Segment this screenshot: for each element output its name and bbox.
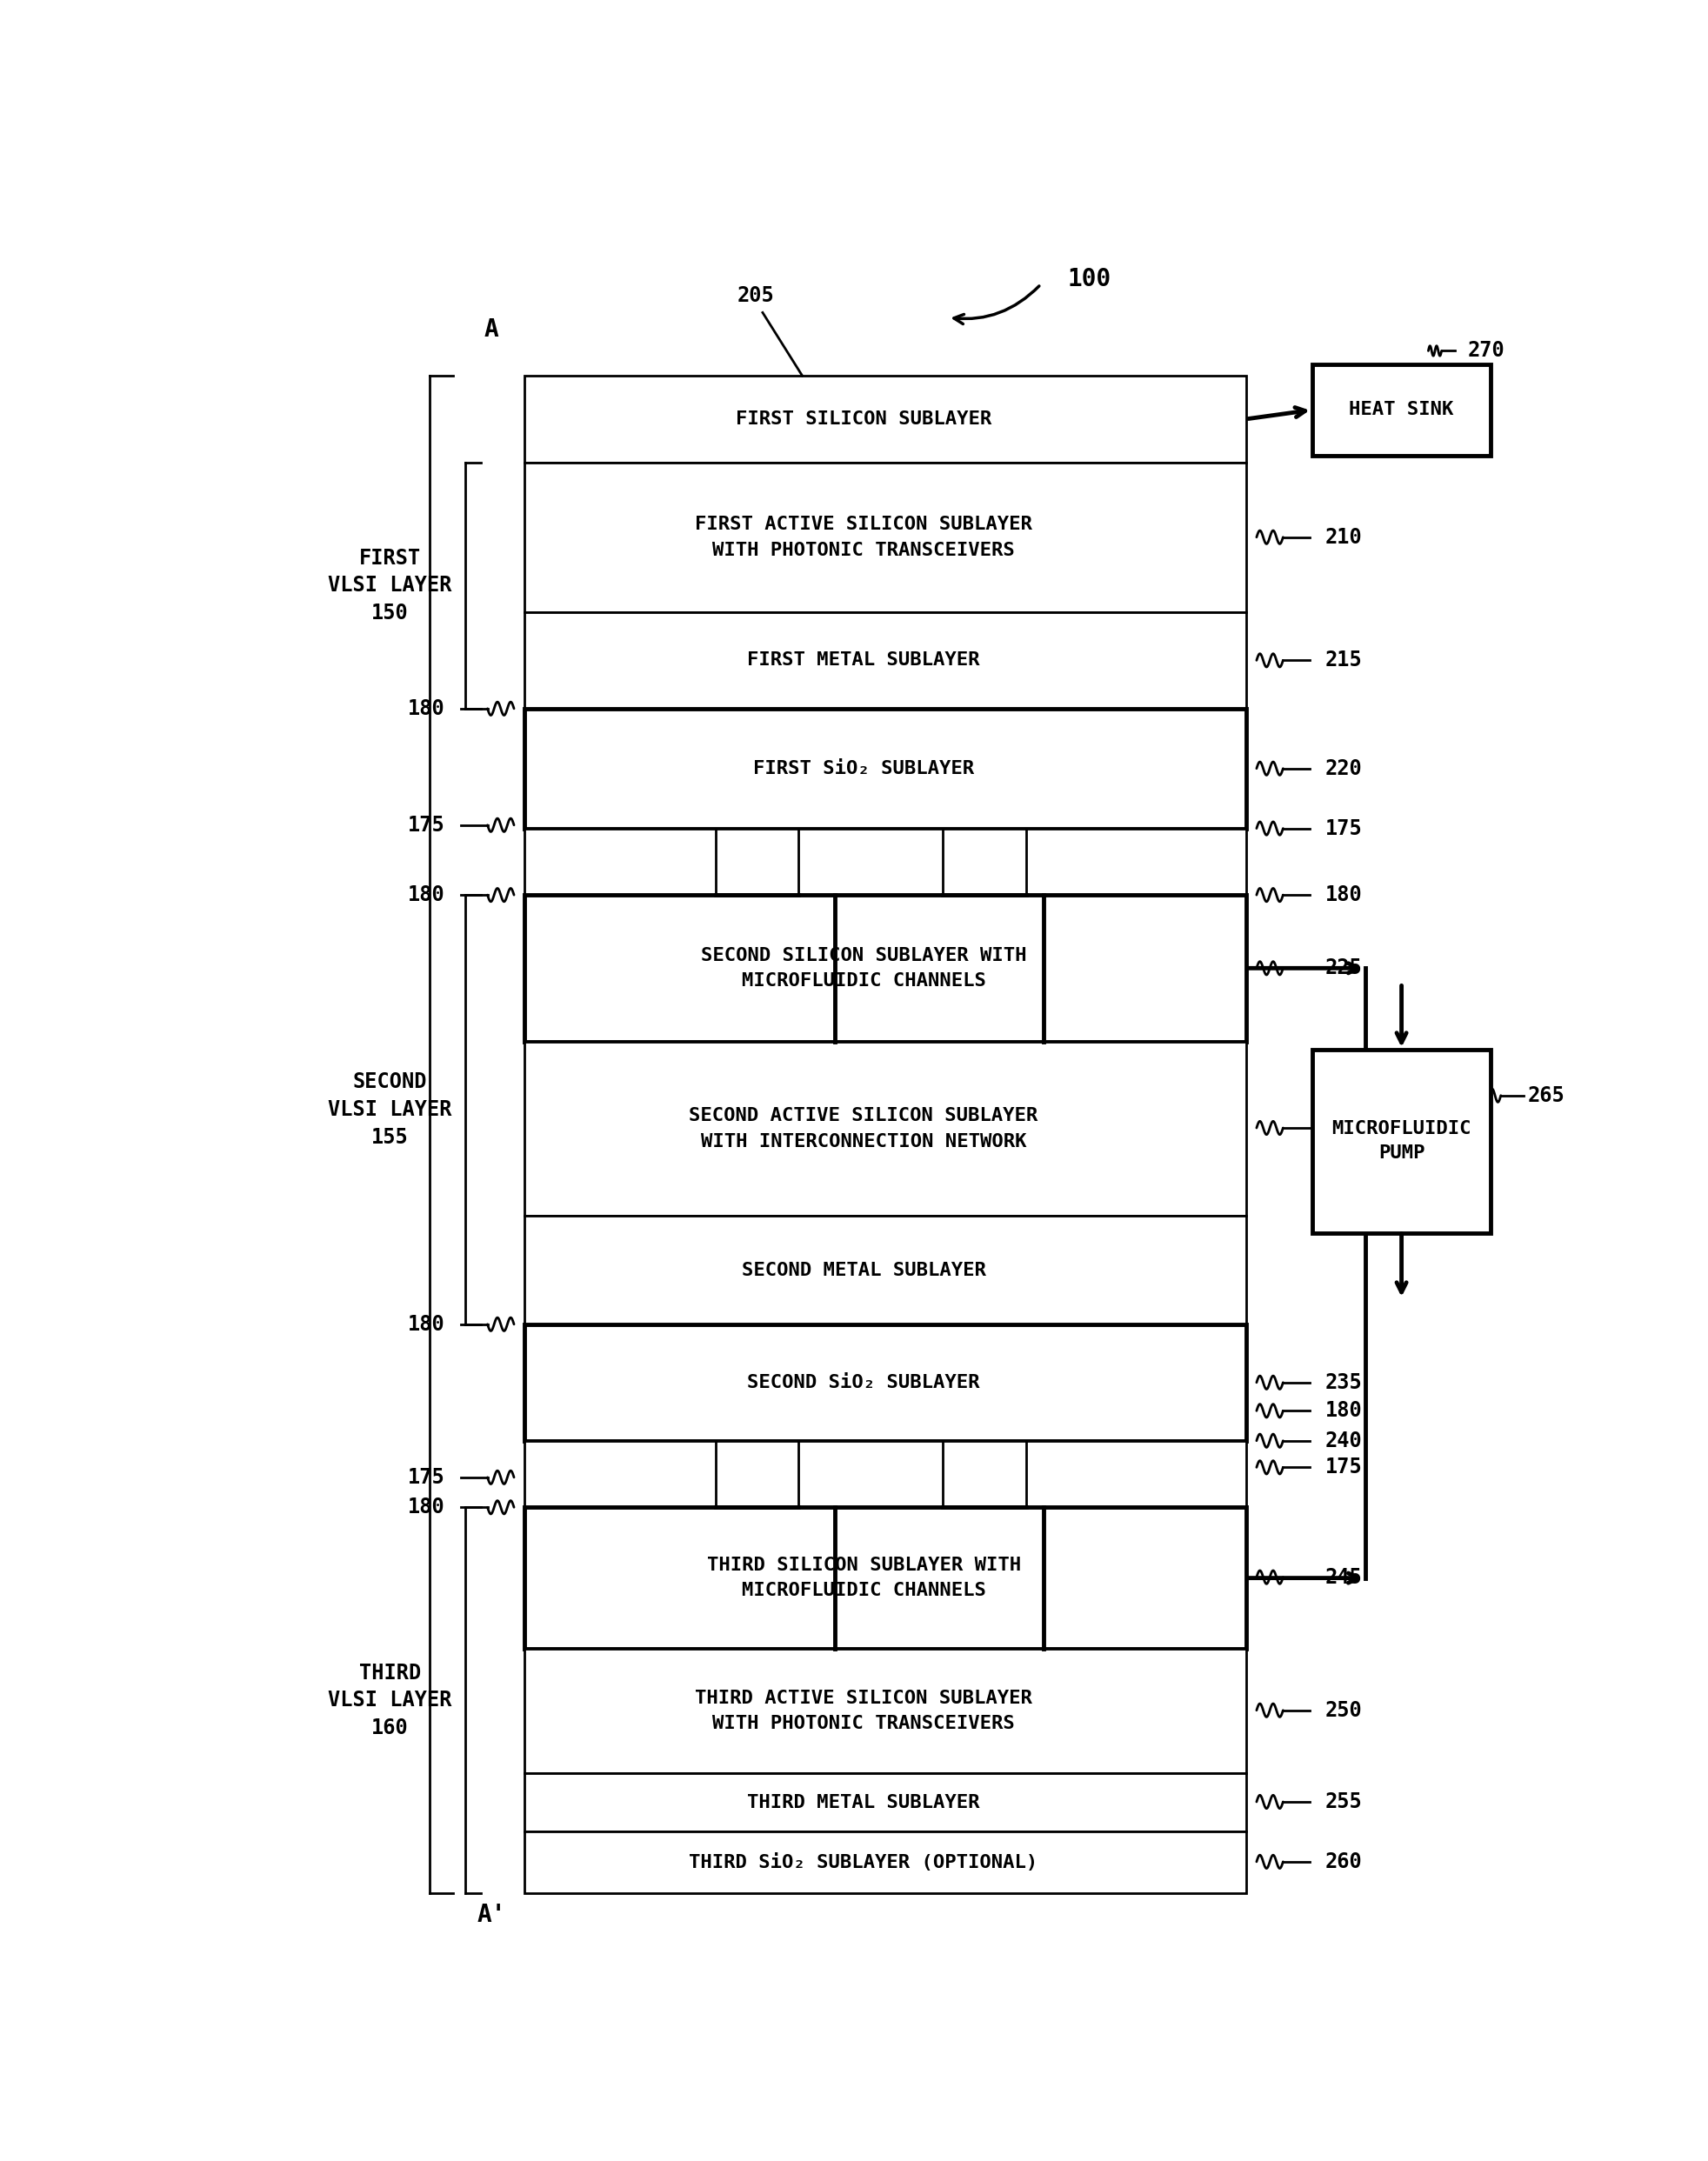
Text: 175: 175	[1325, 1457, 1363, 1478]
Text: MICROFLUIDIC
PUMP: MICROFLUIDIC PUMP	[1332, 1119, 1471, 1163]
Text: SECOND SiO₂ SUBLAYER: SECOND SiO₂ SUBLAYER	[748, 1374, 980, 1392]
Text: 255: 255	[1325, 1791, 1363, 1813]
Text: 265: 265	[1529, 1085, 1565, 1106]
Text: 175: 175	[408, 815, 446, 836]
Text: THIRD SiO₂ SUBLAYER (OPTIONAL): THIRD SiO₂ SUBLAYER (OPTIONAL)	[688, 1854, 1038, 1871]
Text: 180: 180	[408, 884, 446, 905]
Text: A: A	[483, 318, 499, 341]
Text: THIRD ACTIVE SILICON SUBLAYER
WITH PHOTONIC TRANSCEIVERS: THIRD ACTIVE SILICON SUBLAYER WITH PHOTO…	[695, 1690, 1032, 1733]
Text: 175: 175	[1325, 819, 1363, 838]
Bar	[524, 1508, 1247, 1649]
Bar	[524, 1325, 1247, 1441]
Text: 180: 180	[408, 698, 446, 720]
Text: 205: 205	[738, 285, 775, 307]
Text: SECOND
VLSI LAYER
155: SECOND VLSI LAYER 155	[328, 1072, 451, 1147]
Text: 215: 215	[1325, 650, 1363, 670]
Text: 240: 240	[1325, 1431, 1363, 1452]
Bar	[524, 895, 1247, 1042]
Text: SECOND ACTIVE SILICON SUBLAYER
WITH INTERCONNECTION NETWORK: SECOND ACTIVE SILICON SUBLAYER WITH INTE…	[688, 1106, 1038, 1150]
Text: FIRST ACTIVE SILICON SUBLAYER
WITH PHOTONIC TRANSCEIVERS: FIRST ACTIVE SILICON SUBLAYER WITH PHOTO…	[695, 516, 1032, 560]
Bar	[524, 1774, 1247, 1833]
Text: 180: 180	[408, 1498, 446, 1517]
Text: 180: 180	[408, 1314, 446, 1335]
Bar	[1312, 365, 1491, 456]
Bar	[524, 1217, 1247, 1325]
Bar	[524, 709, 1247, 828]
Text: THIRD SILICON SUBLAYER WITH
MICROFLUIDIC CHANNELS: THIRD SILICON SUBLAYER WITH MICROFLUIDIC…	[707, 1556, 1021, 1599]
Text: FIRST
VLSI LAYER
150: FIRST VLSI LAYER 150	[328, 547, 451, 622]
Text: 270: 270	[1469, 341, 1505, 361]
Bar	[524, 1042, 1247, 1217]
Text: 100: 100	[1068, 268, 1110, 292]
Bar	[524, 1833, 1247, 1893]
Text: 260: 260	[1325, 1852, 1363, 1871]
Bar	[524, 828, 1247, 895]
Text: 250: 250	[1325, 1701, 1363, 1720]
Text: SECOND SILICON SUBLAYER WITH
MICROFLUIDIC CHANNELS: SECOND SILICON SUBLAYER WITH MICROFLUIDI…	[700, 947, 1027, 990]
Text: 245: 245	[1325, 1567, 1363, 1588]
Text: 220: 220	[1325, 759, 1363, 778]
Text: 180: 180	[1325, 1400, 1363, 1422]
Text: THIRD METAL SUBLAYER: THIRD METAL SUBLAYER	[748, 1794, 980, 1811]
Text: FIRST METAL SUBLAYER: FIRST METAL SUBLAYER	[748, 653, 980, 670]
Bar	[524, 1441, 1247, 1508]
Text: FIRST SILICON SUBLAYER: FIRST SILICON SUBLAYER	[736, 411, 992, 428]
Text: FIRST SiO₂ SUBLAYER: FIRST SiO₂ SUBLAYER	[753, 761, 974, 778]
Text: 210: 210	[1325, 527, 1363, 547]
Text: 230: 230	[1325, 1117, 1363, 1139]
Text: SECOND METAL SUBLAYER: SECOND METAL SUBLAYER	[741, 1262, 986, 1279]
Bar	[524, 1649, 1247, 1774]
Bar	[524, 462, 1247, 612]
Text: 180: 180	[1325, 884, 1363, 905]
Text: A': A'	[477, 1904, 506, 1928]
Text: 235: 235	[1325, 1372, 1363, 1394]
Bar	[524, 376, 1247, 462]
Text: HEAT SINK: HEAT SINK	[1349, 402, 1454, 419]
Bar	[524, 612, 1247, 709]
Text: 175: 175	[408, 1467, 446, 1487]
Text: THIRD
VLSI LAYER
160: THIRD VLSI LAYER 160	[328, 1662, 451, 1737]
Bar	[1312, 1050, 1491, 1232]
Text: 225: 225	[1325, 957, 1363, 979]
